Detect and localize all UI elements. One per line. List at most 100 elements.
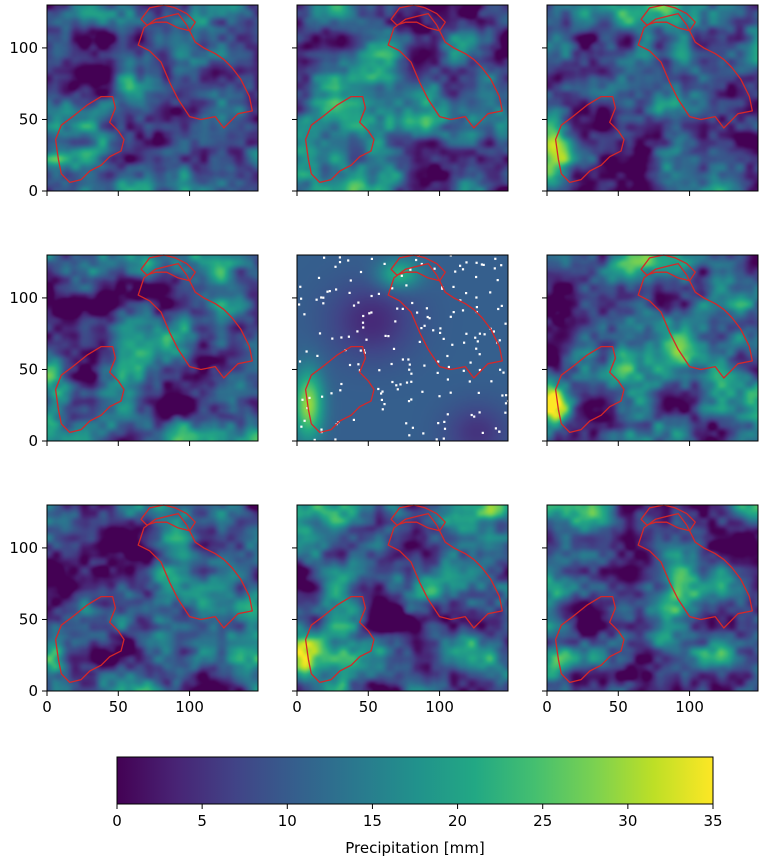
station-point: [437, 360, 440, 363]
station-point: [442, 337, 445, 340]
station-point: [423, 324, 426, 327]
station-point: [298, 360, 302, 363]
station-point: [320, 428, 323, 431]
colorbar: 0 5 10 15 20 25 30 35 Precipitation [mm]: [112, 756, 723, 857]
station-point: [498, 339, 501, 342]
y-tick-label: 50: [19, 110, 38, 128]
station-point: [478, 368, 481, 372]
colorbar-tick-label: 15: [363, 812, 382, 830]
catchment-outline-2: [637, 12, 753, 129]
station-point: [380, 392, 383, 395]
colorbar-tick-label: 5: [197, 812, 207, 830]
station-point: [347, 335, 350, 338]
station-point: [494, 427, 497, 430]
catchment-outline-1: [304, 595, 375, 684]
station-point: [370, 311, 373, 314]
station-point: [395, 384, 398, 387]
station-point: [391, 287, 394, 290]
station-point: [323, 256, 326, 259]
catchment-outline-2: [637, 512, 753, 629]
station-point: [481, 431, 484, 434]
colorbar-tick-label: 10: [278, 812, 297, 830]
colorbar-label: Precipitation [mm]: [345, 839, 484, 857]
station-point: [359, 270, 363, 274]
field-image: [547, 255, 758, 441]
station-point: [439, 331, 442, 334]
station-point: [474, 336, 477, 339]
panel-r3c3: 0 50 100: [542, 504, 759, 716]
station-point: [442, 437, 445, 440]
station-point: [338, 256, 341, 259]
x-tick-label: 0: [42, 698, 52, 716]
station-point: [300, 297, 303, 300]
panel-r3c1: 0 50 100 0 50 100: [9, 504, 259, 716]
station-point: [441, 287, 444, 290]
station-point: [299, 285, 302, 288]
station-point: [348, 363, 352, 367]
catchment-outline-1: [554, 345, 625, 434]
station-point: [498, 430, 501, 433]
station-point: [465, 332, 468, 335]
station-point: [380, 398, 383, 401]
panel-r1c1: 0 50 100: [9, 4, 259, 200]
station-point: [490, 380, 493, 383]
station-point: [408, 368, 411, 371]
y-tick-label: 0: [28, 682, 38, 700]
station-point: [347, 259, 350, 262]
station-point: [483, 333, 486, 336]
station-point: [381, 408, 384, 411]
catchment-outline-1: [54, 95, 125, 184]
station-point: [462, 369, 465, 372]
station-point: [505, 394, 508, 397]
station-point: [315, 298, 318, 301]
y-tick-label: 0: [28, 182, 38, 200]
axes-frame: [296, 4, 509, 192]
station-point: [331, 337, 334, 340]
station-point: [461, 309, 465, 312]
catchment-outline-2: [387, 12, 503, 129]
catchment-outline-2: [387, 512, 503, 629]
station-point: [370, 257, 373, 260]
x-tick-label: 100: [675, 698, 704, 716]
station-point: [461, 268, 465, 271]
station-point: [338, 261, 342, 264]
station-point: [493, 267, 496, 270]
station-point: [476, 340, 479, 343]
panel-r2c2: [292, 254, 510, 446]
y-tick-label: 100: [9, 289, 38, 307]
station-point: [408, 363, 411, 366]
station-point: [443, 427, 447, 430]
station-point: [475, 296, 478, 299]
station-point: [322, 302, 325, 305]
panel-r1c3: [542, 4, 759, 196]
station-point: [504, 402, 508, 405]
station-point: [425, 307, 428, 310]
station-point: [416, 311, 419, 314]
station-point: [391, 380, 394, 384]
catchment-outline-1: [54, 345, 125, 434]
station-point: [446, 354, 449, 358]
station-point: [365, 338, 368, 341]
station-point: [436, 371, 439, 374]
station-point: [465, 292, 468, 295]
x-tick-label: 50: [109, 698, 128, 716]
station-point: [301, 398, 304, 401]
axes-frame: [46, 504, 259, 692]
station-point: [381, 390, 384, 393]
station-point: [357, 301, 360, 304]
station-point: [383, 403, 386, 406]
axes-frame: [46, 4, 259, 192]
station-point: [433, 267, 436, 270]
catchment-outline-1: [304, 95, 375, 184]
colorbar-tick-label: 30: [618, 812, 637, 830]
station-point: [357, 363, 360, 366]
station-point: [473, 415, 476, 418]
field-image: [47, 255, 258, 441]
catchment-outline-2: [137, 12, 253, 129]
station-point: [334, 265, 337, 268]
x-tick-label: 50: [359, 698, 378, 716]
x-tick-label: 50: [609, 698, 628, 716]
station-point: [422, 432, 425, 435]
station-point: [411, 426, 414, 429]
